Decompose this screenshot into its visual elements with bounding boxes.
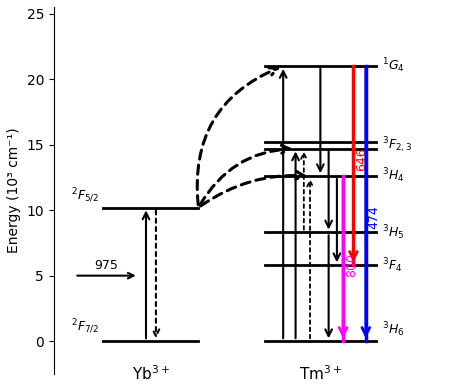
Text: 474: 474 — [367, 205, 381, 229]
FancyArrowPatch shape — [200, 145, 290, 205]
Text: $^3H_5$: $^3H_5$ — [383, 223, 405, 242]
FancyArrowPatch shape — [301, 153, 307, 230]
FancyArrowPatch shape — [201, 171, 304, 206]
Text: $^3H_4$: $^3H_4$ — [383, 167, 405, 185]
Text: $^3H_6$: $^3H_6$ — [383, 320, 405, 339]
Y-axis label: Energy (10³ cm⁻¹): Energy (10³ cm⁻¹) — [7, 128, 21, 253]
Text: $^1G_4$: $^1G_4$ — [383, 57, 405, 75]
Text: 800: 800 — [345, 253, 358, 277]
Text: Tm$^{3+}$: Tm$^{3+}$ — [299, 365, 342, 383]
Text: 646: 646 — [355, 147, 368, 171]
FancyArrowPatch shape — [197, 68, 277, 205]
Text: 975: 975 — [95, 260, 118, 272]
FancyArrowPatch shape — [153, 210, 159, 336]
Text: $^3F_4$: $^3F_4$ — [383, 256, 402, 274]
FancyArrowPatch shape — [307, 181, 313, 338]
Text: Yb$^{3+}$: Yb$^{3+}$ — [132, 365, 170, 383]
Text: $^2F_{7/2}$: $^2F_{7/2}$ — [71, 318, 99, 336]
Text: $^2F_{5/2}$: $^2F_{5/2}$ — [71, 187, 99, 205]
Text: $^3F_{2,3}$: $^3F_{2,3}$ — [383, 135, 412, 155]
